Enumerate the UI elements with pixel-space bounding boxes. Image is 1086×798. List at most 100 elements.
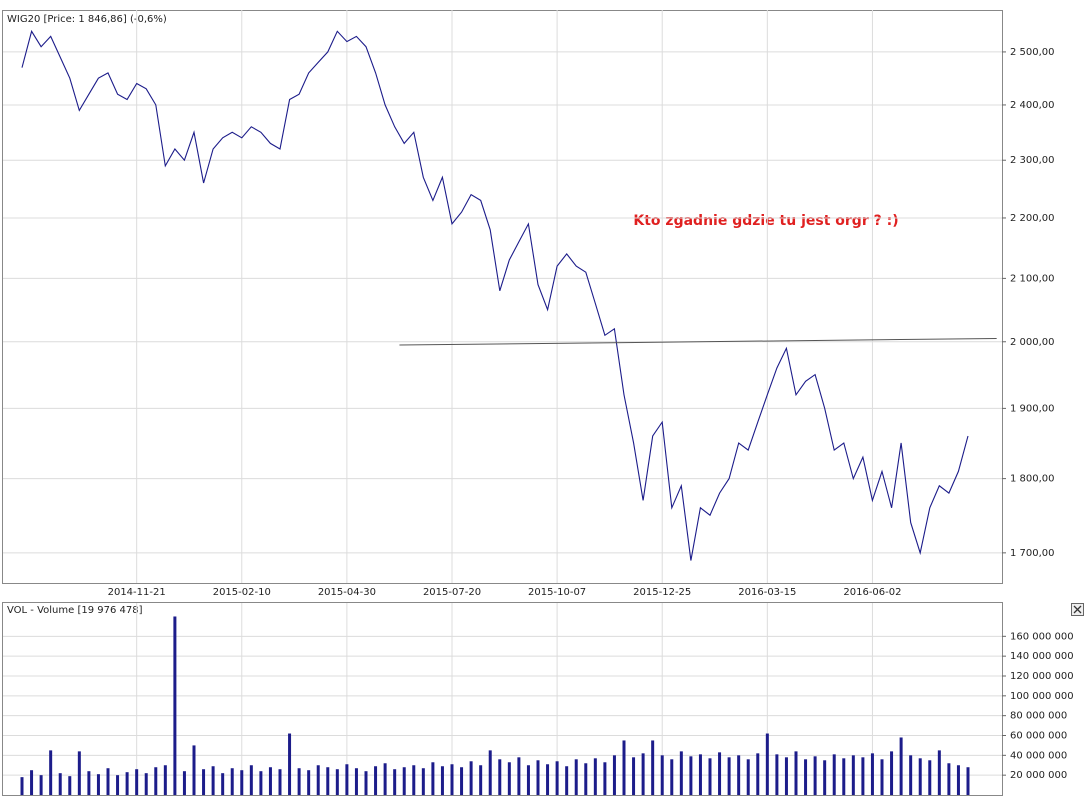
volume-bar bbox=[307, 770, 311, 795]
volume-bar bbox=[536, 760, 540, 795]
volume-bar bbox=[756, 753, 760, 795]
volume-bar bbox=[182, 771, 186, 795]
volume-bar bbox=[842, 758, 846, 795]
volume-bar bbox=[526, 765, 530, 795]
x-tick-label: 2015-10-07 bbox=[528, 587, 586, 598]
volume-bar bbox=[173, 616, 177, 795]
volume-bar bbox=[832, 754, 836, 795]
volume-bar bbox=[460, 767, 464, 795]
volume-bar bbox=[584, 763, 588, 795]
volume-bar bbox=[641, 753, 645, 795]
y-tick-label: 1 700,00 bbox=[1010, 548, 1055, 559]
volume-bar bbox=[937, 750, 941, 795]
volume-bar bbox=[440, 766, 444, 795]
volume-bar bbox=[593, 758, 597, 795]
volume-bar bbox=[804, 759, 808, 795]
volume-bar bbox=[890, 751, 894, 795]
x-tick-label: 2015-04-30 bbox=[318, 587, 376, 598]
volume-bar bbox=[565, 766, 569, 795]
volume-bar bbox=[918, 758, 922, 795]
volume-bar bbox=[507, 762, 511, 795]
price-panel bbox=[2, 10, 1003, 584]
volume-bar bbox=[880, 759, 884, 795]
volume-bar bbox=[660, 755, 664, 795]
volume-title: VOL - Volume [19 976 478] bbox=[7, 605, 143, 616]
volume-bar bbox=[278, 769, 282, 795]
volume-bar bbox=[202, 769, 206, 795]
volume-bar bbox=[335, 769, 339, 795]
volume-bar bbox=[96, 774, 100, 795]
x-tick-label: 2015-02-10 bbox=[213, 587, 271, 598]
volume-bar bbox=[718, 752, 722, 795]
volume-bar bbox=[966, 767, 970, 795]
y-tick-label: 2 300,00 bbox=[1010, 155, 1055, 166]
volume-bar bbox=[670, 759, 674, 795]
y-tick-label: 1 800,00 bbox=[1010, 474, 1055, 485]
volume-bar bbox=[326, 767, 330, 795]
volume-panel bbox=[2, 602, 1003, 796]
volume-bar bbox=[49, 750, 53, 795]
volume-bar bbox=[784, 757, 788, 795]
volume-bar bbox=[861, 757, 865, 795]
volume-bar bbox=[517, 757, 521, 795]
y-tick-label: 140 000 000 bbox=[1010, 651, 1074, 662]
volume-bar bbox=[364, 771, 368, 795]
volume-bar bbox=[546, 764, 550, 795]
volume-bar bbox=[116, 775, 120, 795]
y-tick-label: 20 000 000 bbox=[1010, 770, 1067, 781]
volume-bar bbox=[30, 770, 34, 795]
y-tick-label: 2 000,00 bbox=[1010, 337, 1055, 348]
volume-bar bbox=[679, 751, 683, 795]
volume-bar bbox=[135, 769, 139, 795]
volume-bar bbox=[651, 740, 655, 795]
volume-bar bbox=[77, 751, 81, 795]
close-button[interactable] bbox=[1071, 603, 1084, 616]
volume-bar bbox=[154, 767, 158, 795]
volume-bar bbox=[192, 745, 196, 795]
volume-bar bbox=[870, 753, 874, 795]
volume-bar bbox=[144, 773, 148, 795]
volume-bar bbox=[316, 765, 320, 795]
volume-bar bbox=[775, 754, 779, 795]
volume-bar bbox=[431, 762, 435, 795]
annotation: Kto zgadnie gdzie tu jest orgr ? :) bbox=[633, 213, 898, 229]
volume-bar bbox=[689, 756, 693, 795]
volume-bar bbox=[68, 776, 72, 795]
volume-bar bbox=[632, 757, 636, 795]
volume-bar bbox=[211, 766, 215, 795]
volume-bar bbox=[622, 740, 626, 795]
volume-bar bbox=[765, 733, 769, 795]
volume-bar bbox=[421, 768, 425, 795]
volume-bar bbox=[823, 760, 827, 795]
volume-bar bbox=[708, 758, 712, 795]
volume-bar bbox=[374, 766, 378, 795]
volume-bar bbox=[221, 773, 225, 795]
volume-bar bbox=[612, 755, 616, 795]
volume-bar bbox=[240, 770, 244, 795]
volume-bar bbox=[39, 775, 43, 795]
y-tick-label: 2 500,00 bbox=[1010, 47, 1055, 58]
volume-bar bbox=[125, 772, 129, 795]
volume-bar bbox=[230, 768, 234, 795]
x-tick-label: 2016-03-15 bbox=[738, 587, 796, 598]
x-tick-label: 2015-12-25 bbox=[633, 587, 691, 598]
y-tick-label: 1 900,00 bbox=[1010, 403, 1055, 414]
volume-bar bbox=[288, 733, 292, 795]
volume-bar bbox=[163, 765, 167, 795]
volume-bar bbox=[383, 763, 387, 795]
volume-bar bbox=[58, 773, 62, 795]
y-tick-label: 40 000 000 bbox=[1010, 750, 1067, 761]
volume-bar bbox=[909, 755, 913, 795]
volume-bar bbox=[479, 765, 483, 795]
x-tick-label: 2014-11-21 bbox=[108, 587, 166, 598]
y-tick-label: 2 200,00 bbox=[1010, 213, 1055, 224]
volume-bar bbox=[813, 756, 817, 795]
volume-bar bbox=[899, 737, 903, 795]
volume-bar bbox=[450, 764, 454, 795]
trend-line bbox=[399, 338, 997, 346]
volume-bar bbox=[87, 771, 91, 795]
volume-bar bbox=[727, 757, 731, 795]
y-tick-label: 100 000 000 bbox=[1010, 691, 1074, 702]
volume-bar bbox=[698, 754, 702, 795]
